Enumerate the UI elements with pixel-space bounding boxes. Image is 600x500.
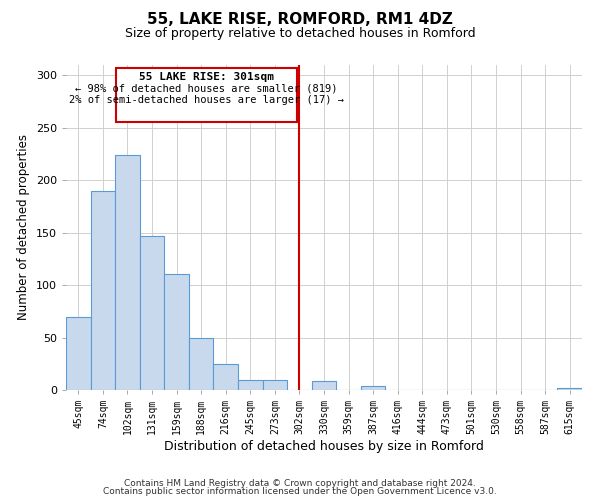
Bar xyxy=(115,155,140,390)
FancyBboxPatch shape xyxy=(116,68,297,122)
Text: ← 98% of detached houses are smaller (819): ← 98% of detached houses are smaller (81… xyxy=(76,84,338,94)
Y-axis label: Number of detached properties: Number of detached properties xyxy=(17,134,30,320)
Bar xyxy=(91,191,115,390)
Bar xyxy=(557,388,582,390)
Text: 55, LAKE RISE, ROMFORD, RM1 4DZ: 55, LAKE RISE, ROMFORD, RM1 4DZ xyxy=(147,12,453,28)
Bar xyxy=(164,274,189,390)
Bar xyxy=(214,364,238,390)
Text: Size of property relative to detached houses in Romford: Size of property relative to detached ho… xyxy=(125,28,475,40)
Text: 55 LAKE RISE: 301sqm: 55 LAKE RISE: 301sqm xyxy=(139,72,274,83)
Bar xyxy=(66,316,91,390)
Text: 2% of semi-detached houses are larger (17) →: 2% of semi-detached houses are larger (1… xyxy=(69,96,344,106)
Bar xyxy=(312,380,336,390)
Text: Contains public sector information licensed under the Open Government Licence v3: Contains public sector information licen… xyxy=(103,487,497,496)
Text: Contains HM Land Registry data © Crown copyright and database right 2024.: Contains HM Land Registry data © Crown c… xyxy=(124,478,476,488)
Bar xyxy=(263,380,287,390)
X-axis label: Distribution of detached houses by size in Romford: Distribution of detached houses by size … xyxy=(164,440,484,453)
Bar xyxy=(238,380,263,390)
Bar xyxy=(140,236,164,390)
Bar xyxy=(361,386,385,390)
Bar xyxy=(189,338,214,390)
